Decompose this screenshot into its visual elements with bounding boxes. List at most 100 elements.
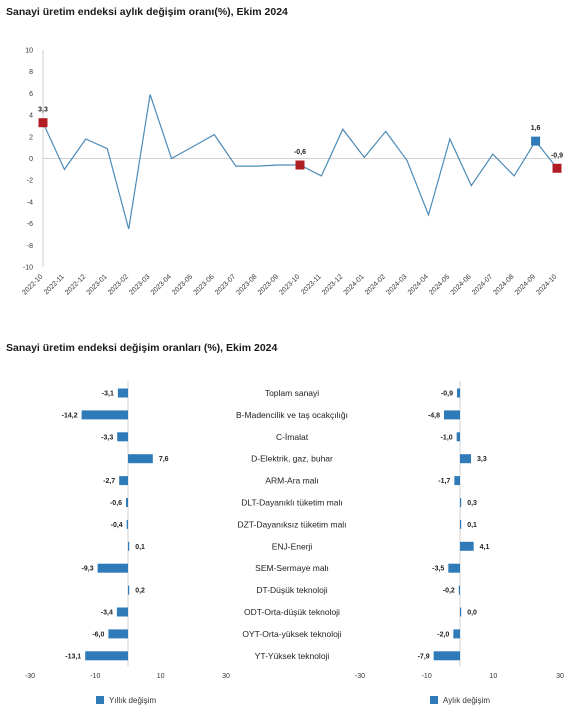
y-tick-label: -8 [27,243,33,250]
x-tick-label: 10 [157,673,165,680]
bar [128,541,130,551]
bar [97,563,128,573]
x-tick-label: 2023-12 [321,273,344,296]
x-tick-label: 2024-02 [364,273,387,296]
y-tick-label: 10 [25,48,33,55]
bar [433,651,460,661]
data-label: 4,1 [480,544,490,551]
category-label: SEM-Sermaye malı [255,563,329,573]
data-label: -4,8 [428,412,440,419]
x-tick-label: 2024-05 [428,273,451,296]
change-rates-bar-chart: -30 -10 10 30 -3,1 -14,2 -3,3 7,6 -2,7 -0,6 -0,4 0,… [25,381,564,705]
x-tick-label: 2023-01 [86,273,109,296]
bar [119,476,128,486]
category-label: ARM-Ara malı [265,476,318,486]
legend-swatch [96,696,104,704]
x-tick-label: 2022-12 [64,273,87,296]
bar [108,629,128,639]
x-tick-label: -10 [90,673,100,680]
x-tick-label: 30 [222,673,230,680]
category-label: DLT-Dayanıklı tüketim malı [241,498,342,508]
bar [126,519,128,529]
bar [117,388,128,398]
y-tick-label: -4 [27,199,33,206]
data-label: -0,6 [110,500,122,507]
data-label: 3,3 [38,107,48,114]
data-label: 7,6 [159,456,169,463]
bar [454,476,460,486]
monthly-change-line-chart: 1086420-2-4-6-8-102022-102022-112022-122… [21,48,563,297]
category-label: B-Madencilik ve taş ocakçılığı [236,410,348,420]
bar [126,498,128,507]
data-label: -14,2 [62,412,78,419]
category-label: DT-Düşük teknoloji [256,585,327,595]
data-label: -3,5 [432,566,444,573]
data-label: 1,6 [531,125,541,132]
data-label: -1,7 [438,478,450,485]
category-label: DZT-Dayanıksız tüketim malı [237,519,346,529]
x-tick-label: 2024-07 [471,273,494,296]
data-label: -7,9 [418,653,430,660]
data-label: -1,0 [441,434,453,441]
y-tick-label: -6 [27,221,33,228]
x-tick-label: -30 [25,673,35,680]
y-tick-label: 6 [29,91,33,98]
y-tick-label: 4 [29,113,33,120]
bar [460,454,471,464]
data-label: -13,1 [65,653,81,660]
bar [460,541,474,551]
y-tick-label: -10 [23,265,33,272]
bar [444,410,460,420]
bar [458,585,460,595]
data-label: -0,9 [441,391,453,398]
category-label: YT-Yüksek teknoloji [255,651,330,661]
data-label: 0,3 [467,500,477,507]
highlight-marker [531,136,541,146]
line-chart-title: Sanayi üretim endeksi aylık değişim oran… [6,6,288,18]
data-label: 0,1 [467,522,477,529]
bar [116,607,128,617]
highlight-marker [552,163,562,173]
x-tick-label: 2022-10 [21,273,44,296]
bar-chart-title: Sanayi üretim endeksi değişim oranları (… [6,342,278,354]
x-tick-label: 2024-06 [450,273,473,296]
data-label: -3,4 [101,610,113,617]
legend-label: Aylık değişim [443,696,490,705]
bar [117,432,128,442]
legend-swatch [430,696,438,704]
x-tick-label: 2024-09 [514,273,537,296]
x-tick-label: 2023-08 [235,273,258,296]
data-label: -0,4 [111,522,123,529]
data-label: -3,3 [101,434,113,441]
data-label: 3,3 [477,456,487,463]
bar [81,410,128,420]
x-tick-label: 2023-05 [171,273,194,296]
data-label: -2,7 [103,478,115,485]
data-label: 0,2 [135,588,145,595]
x-tick-label: 2023-07 [214,273,237,296]
bar [453,629,460,639]
bar [460,519,462,529]
x-tick-label: 2022-11 [43,273,66,296]
x-tick-label: 2023-02 [107,273,130,296]
category-label: C-İmalat [276,432,309,442]
data-label: -0,2 [443,588,455,595]
bar [457,388,460,398]
bar [460,498,462,507]
category-label: OYT-Orta-yüksek teknoloji [242,629,341,639]
bar [85,651,128,661]
data-label: 0,0 [467,610,477,617]
x-tick-label: 2024-10 [535,273,558,296]
data-label: -6,0 [92,631,104,638]
x-tick-label: -10 [422,673,432,680]
x-tick-label: 2024-01 [343,273,366,296]
x-tick-label: 2023-09 [257,273,280,296]
legend-label: Yıllık değişim [109,696,156,705]
category-label: ENJ-Enerji [272,541,313,551]
x-tick-label: 2023-10 [278,273,301,296]
x-tick-label: 2023-06 [193,273,216,296]
highlight-marker [38,118,48,128]
category-label: ODT-Orta-düşük teknoloji [244,607,340,617]
y-tick-label: 0 [29,156,33,163]
x-tick-label: 2023-03 [128,273,151,296]
